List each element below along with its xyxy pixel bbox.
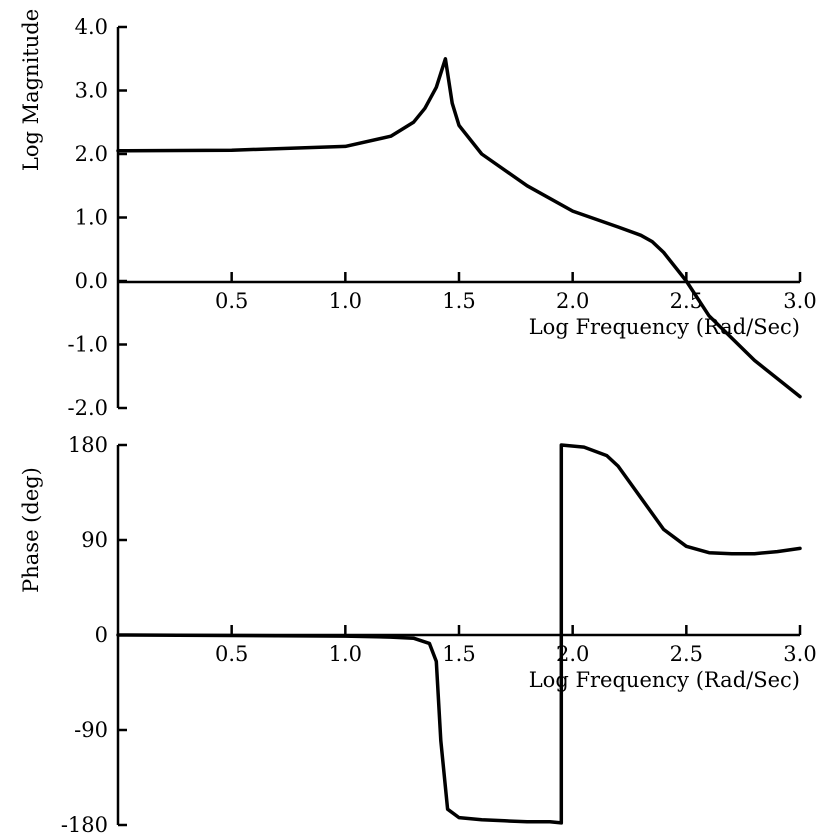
magnitude-x-axis-title: Log Frequency (Rad/Sec) (529, 315, 800, 339)
magnitude-x-tick-label: 0.5 (215, 289, 248, 313)
magnitude-y-tick-label: 2.0 (75, 142, 108, 166)
phase-y-tick-label: 180 (68, 433, 108, 457)
phase-curve (116, 443, 802, 825)
phase-y-axis-title: Phase (deg) (19, 467, 43, 593)
magnitude-y-tick-label: 0.0 (75, 269, 108, 293)
phase-x-tick-label: 1.5 (442, 642, 475, 666)
phase-x-tick-label: 1.0 (329, 642, 362, 666)
magnitude-curve (116, 57, 802, 399)
phase-y-tick-label: 0 (95, 623, 108, 647)
magnitude-x-tick-label: 3.0 (783, 289, 816, 313)
phase-y-tick-label: -90 (74, 718, 108, 742)
magnitude-y-axis-title: Log Magnitude (19, 9, 43, 171)
magnitude-x-tick-label: 1.5 (442, 289, 475, 313)
phase-y-tick-label: 90 (81, 528, 108, 552)
magnitude-x-tick-label: 2.0 (556, 289, 589, 313)
magnitude-y-tick-label: 3.0 (75, 79, 108, 103)
magnitude-y-tick-label: 4.0 (75, 15, 108, 39)
magnitude-y-tick-label: -1.0 (68, 333, 109, 357)
magnitude-y-tick-label: -2.0 (68, 396, 109, 420)
magnitude-x-tick-label: 1.0 (329, 289, 362, 313)
phase-y-tick-label: -180 (61, 813, 108, 837)
phase-x-tick-label: 0.5 (215, 642, 248, 666)
phase-x-tick-label: 3.0 (783, 642, 816, 666)
phase-x-tick-label: 2.5 (670, 642, 703, 666)
phase-x-axis-title: Log Frequency (Rad/Sec) (529, 668, 800, 692)
magnitude-y-tick-label: 1.0 (75, 206, 108, 230)
